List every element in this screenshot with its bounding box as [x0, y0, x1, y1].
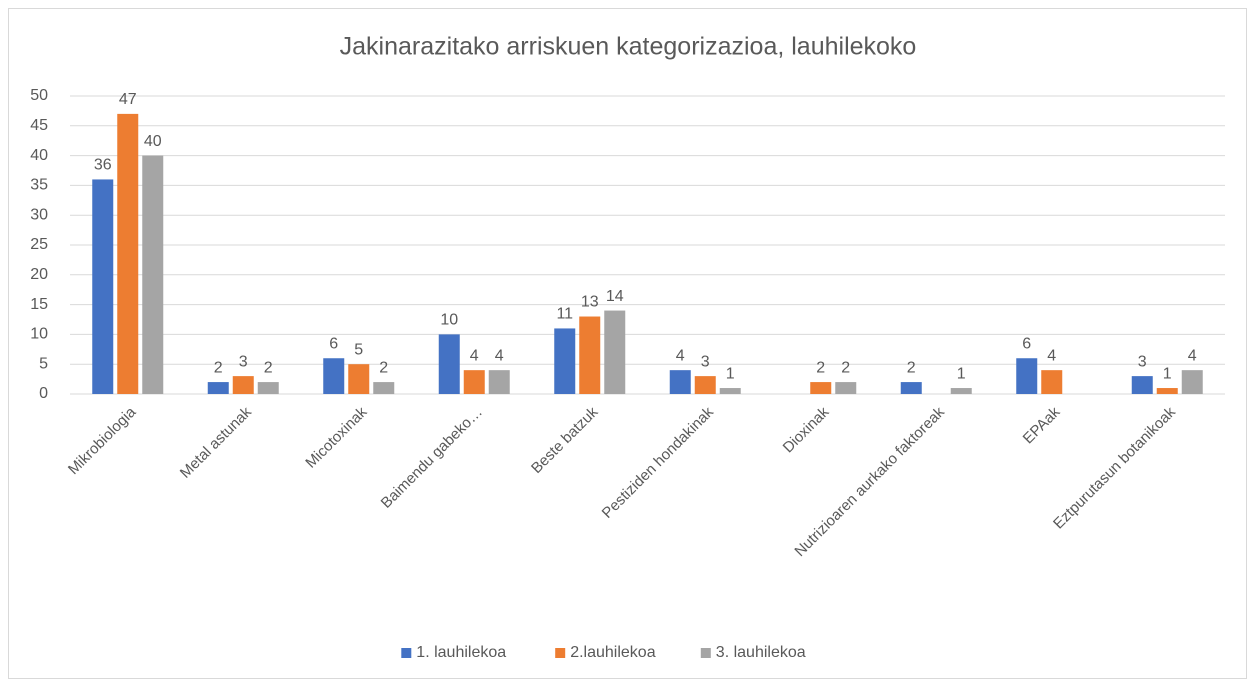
bar [463, 370, 485, 394]
data-label: 4 [470, 347, 479, 364]
data-label: 1 [726, 365, 735, 382]
bar [438, 334, 460, 394]
data-label: 2 [841, 359, 850, 376]
bar [1156, 388, 1178, 394]
bar [719, 388, 741, 394]
y-tick-label: 0 [39, 385, 48, 402]
y-tick-label: 15 [30, 296, 48, 313]
data-label: 2 [214, 359, 223, 376]
data-label: 13 [581, 294, 599, 311]
data-label: 40 [144, 133, 162, 150]
data-label: 6 [329, 335, 338, 352]
bar [488, 370, 510, 394]
y-tick-label: 30 [30, 206, 48, 223]
data-label: 4 [495, 347, 504, 364]
y-tick-label: 40 [30, 147, 48, 164]
data-label: 6 [1022, 335, 1031, 352]
data-label: 4 [1188, 347, 1197, 364]
bar [117, 113, 139, 394]
legend-swatch [700, 648, 711, 658]
chart-frame [8, 8, 1247, 679]
bar [694, 376, 716, 394]
data-label: 1 [1163, 365, 1172, 382]
bar [92, 179, 114, 394]
bar [1016, 358, 1038, 394]
chart-title: Jakinarazitako arriskuen kategorizazioa,… [340, 33, 917, 61]
data-label: 47 [119, 91, 137, 108]
bar [1131, 376, 1153, 394]
y-tick-label: 50 [30, 87, 48, 104]
bar [579, 316, 601, 394]
bar [554, 328, 576, 394]
data-label: 2 [907, 359, 916, 376]
bar [810, 382, 832, 394]
y-tick-label: 45 [30, 117, 48, 134]
y-tick-label: 35 [30, 177, 48, 194]
bar [232, 376, 254, 394]
data-label: 4 [676, 347, 685, 364]
data-label: 2 [379, 359, 388, 376]
y-tick-label: 5 [39, 355, 48, 372]
data-label: 1 [957, 365, 966, 382]
data-label: 14 [606, 288, 624, 305]
bar [257, 382, 279, 394]
data-label: 5 [354, 341, 363, 358]
data-label: 36 [94, 157, 112, 174]
legend-label: 3. lauhilekoa [716, 644, 806, 661]
data-label: 3 [701, 353, 710, 370]
data-label: 3 [239, 353, 248, 370]
data-label: 4 [1047, 347, 1056, 364]
data-label: 11 [556, 306, 573, 323]
bar [1041, 370, 1063, 394]
bar [323, 358, 345, 394]
bar [604, 310, 626, 394]
legend-swatch [401, 648, 412, 658]
bar [835, 382, 857, 394]
y-tick-label: 20 [30, 266, 48, 283]
bar [207, 382, 229, 394]
data-label: 10 [440, 312, 458, 329]
bar [669, 370, 691, 394]
y-tick-label: 10 [30, 326, 48, 343]
bar [348, 364, 370, 394]
data-label: 2 [264, 359, 273, 376]
y-tick-label: 25 [30, 236, 48, 253]
legend-swatch [555, 648, 566, 658]
legend-label: 1. lauhilekoa [416, 644, 506, 661]
bar [373, 382, 395, 394]
bar [950, 388, 972, 394]
bar [900, 382, 922, 394]
data-label: 3 [1138, 353, 1147, 370]
legend-label: 2.lauhilekoa [570, 644, 656, 661]
bar [1181, 370, 1203, 394]
data-label: 2 [816, 359, 825, 376]
bar [142, 155, 164, 394]
